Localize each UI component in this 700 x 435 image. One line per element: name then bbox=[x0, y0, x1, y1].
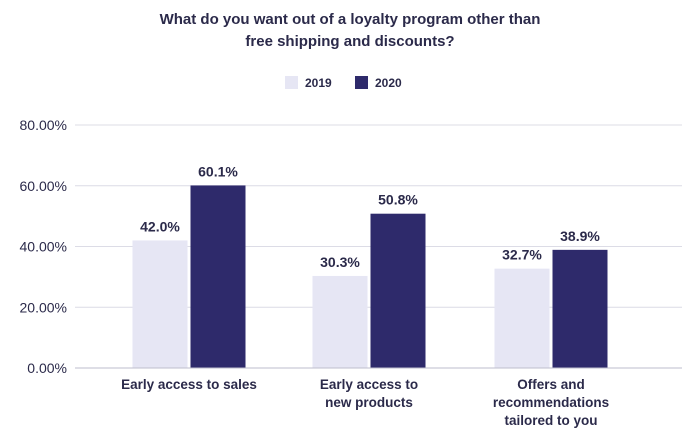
data-label-2020: 60.1% bbox=[198, 163, 238, 179]
y-axis: 0.00% 20.00% 40.00% 60.00% 80.00% bbox=[20, 117, 67, 376]
chart-title: What do you want out of a loyalty progra… bbox=[160, 11, 541, 50]
data-label-2019: 30.3% bbox=[320, 254, 360, 270]
legend-label-2020: 2020 bbox=[375, 76, 402, 90]
y-tick-label: 40.00% bbox=[20, 239, 67, 255]
data-label-2019: 32.7% bbox=[502, 247, 542, 263]
category-label: Early access to bbox=[320, 377, 418, 392]
data-labels: 42.0% 60.1% 30.3% 50.8% 32.7% 38.9% bbox=[140, 163, 600, 270]
y-tick-label: 60.00% bbox=[20, 178, 67, 194]
bar-2019 bbox=[494, 268, 550, 368]
category-label: tailored to you bbox=[504, 413, 597, 428]
bars bbox=[132, 185, 608, 368]
chart-title-line-1: What do you want out of a loyalty progra… bbox=[160, 11, 541, 28]
category-label: Offers and bbox=[517, 377, 585, 392]
bar-2020 bbox=[370, 213, 426, 368]
y-tick-label: 0.00% bbox=[27, 360, 67, 376]
bar-2020 bbox=[190, 185, 246, 368]
category-label: new products bbox=[325, 395, 413, 410]
legend-swatch-2020 bbox=[355, 76, 368, 89]
data-label-2020: 38.9% bbox=[560, 228, 600, 244]
bar-2019 bbox=[312, 275, 368, 368]
y-tick-label: 20.00% bbox=[20, 299, 67, 315]
data-label-2020: 50.8% bbox=[378, 192, 418, 208]
category-label: Early access to sales bbox=[121, 377, 257, 392]
legend-label-2019: 2019 bbox=[305, 76, 332, 90]
bar-2019 bbox=[132, 240, 188, 368]
legend-swatch-2019 bbox=[285, 76, 298, 89]
y-tick-label: 80.00% bbox=[20, 117, 67, 133]
category-label: recommendations bbox=[493, 395, 609, 410]
data-label-2019: 42.0% bbox=[140, 218, 180, 234]
chart-title-line-2: free shipping and discounts? bbox=[245, 33, 454, 50]
x-axis: Early access to sales Early access to new … bbox=[75, 367, 682, 428]
bar-2020 bbox=[552, 249, 608, 368]
legend: 2019 2020 bbox=[285, 76, 402, 90]
